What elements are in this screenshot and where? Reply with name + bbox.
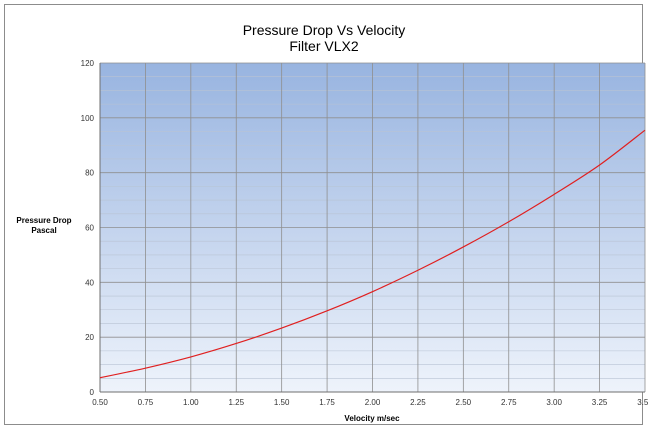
x-tick-label: 3.00 <box>546 398 562 407</box>
y-tick-label: 100 <box>81 114 95 123</box>
x-tick-labels: 0.50 0.75 1.00 1.25 1.50 1.75 2.00 2.25 2.50 2.75… <box>92 398 648 407</box>
x-axis-label: Velocity m/sec <box>344 414 400 423</box>
y-tick-label: 20 <box>85 333 94 342</box>
chart-title-line2: Filter VLX2 <box>289 38 359 54</box>
chart-title: Pressure Drop Vs Velocity Filter VLX2 <box>0 22 648 54</box>
x-tick-label: 1.00 <box>183 398 199 407</box>
x-tick-label: 1.75 <box>319 398 335 407</box>
y-tick-label: 40 <box>85 278 94 287</box>
x-tick-label: 2.00 <box>365 398 381 407</box>
series-line-pressure-drop <box>99 129 646 379</box>
chart-title-line1: Pressure Drop Vs Velocity <box>242 22 406 38</box>
y-tick-label: 80 <box>85 169 94 178</box>
x-tick-label: 2.25 <box>410 398 426 407</box>
y-tick-label: 0 <box>90 388 95 397</box>
y-axis-label-line2: Pascal <box>31 226 57 235</box>
x-tick-label: 2.75 <box>501 398 517 407</box>
y-tick-label: 60 <box>85 224 94 233</box>
x-tick-label: 0.75 <box>138 398 154 407</box>
y-axis-label: Pressure Drop Pascal <box>4 216 84 236</box>
x-tick-label: 1.25 <box>228 398 244 407</box>
y-axis-label-line1: Pressure Drop <box>16 216 72 225</box>
y-tick-labels: 0 20 40 60 80 100 120 <box>81 59 95 397</box>
x-tick-label: 1.50 <box>274 398 290 407</box>
major-grid <box>99 62 646 393</box>
y-tick-label: 120 <box>81 59 95 68</box>
x-tick-label: 3.25 <box>592 398 608 407</box>
x-tick-label: 3.50 <box>637 398 648 407</box>
x-tick-label: 2.50 <box>456 398 472 407</box>
x-tick-label: 0.50 <box>92 398 108 407</box>
